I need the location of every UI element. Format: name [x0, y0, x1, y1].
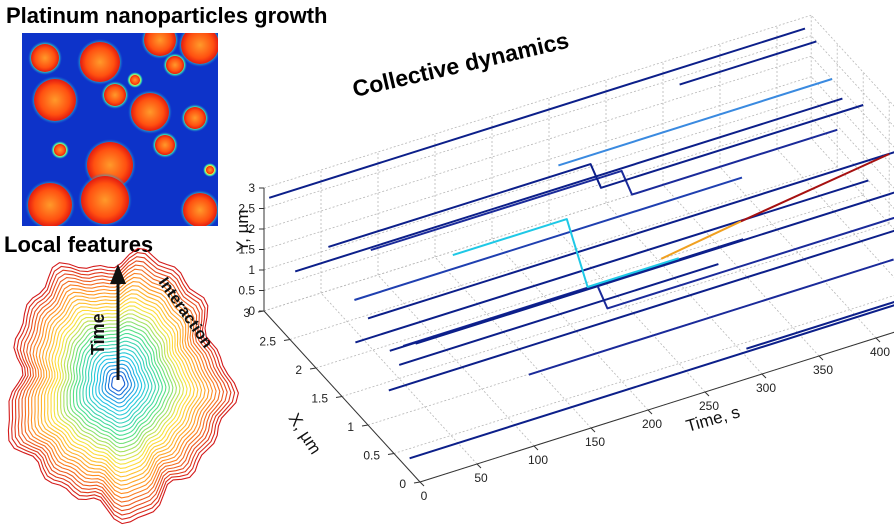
z-tick-label: 0 — [248, 304, 255, 318]
chart-series — [268, 27, 894, 460]
y-axis-label: X, µm — [285, 410, 325, 458]
z-tick-label: 2 — [248, 222, 255, 236]
trajectory-line-6 — [294, 97, 843, 273]
time-arrow — [110, 264, 126, 380]
z-tick-label: 0.5 — [238, 284, 255, 298]
z-tick-label: 3 — [248, 181, 255, 195]
trajectory-line-19 — [746, 301, 894, 350]
z-tick-label: 1.5 — [238, 243, 255, 257]
trajectory-line-17 — [660, 220, 742, 260]
x-tick-label: 150 — [585, 435, 605, 449]
x-tick-label: 200 — [642, 417, 662, 431]
x-tick-label: 100 — [528, 453, 548, 467]
time-arrow-label: Time — [88, 313, 108, 355]
trajectory-line-16 — [558, 78, 833, 167]
z-axis-label: Y, µm — [233, 209, 252, 252]
trajectory-chart: 05010015020025030035040045000.511.522.53… — [238, 14, 894, 503]
trajectory-line-9 — [328, 104, 864, 248]
trajectory-line-14 — [528, 258, 894, 376]
x-tick-label: 400 — [870, 345, 890, 359]
trajectory-line-7 — [268, 27, 806, 199]
trajectory-line-8 — [370, 128, 838, 252]
main-title: Platinum nanoparticles growth — [6, 3, 328, 28]
y-tick-label: 2.5 — [259, 335, 276, 349]
y-tick-label: 0.5 — [363, 449, 380, 463]
x-tick-label: 300 — [756, 381, 776, 395]
trajectory-line-10 — [354, 176, 743, 301]
trajectory-line-20 — [679, 40, 817, 86]
trajectory-line-2 — [388, 229, 894, 392]
trajectory-line-18 — [740, 153, 890, 223]
growth-contour-plot — [7, 247, 239, 525]
y-tick-label: 2 — [295, 363, 302, 377]
trajectory-line-3 — [367, 151, 894, 320]
trajectory-line-15 — [452, 218, 680, 288]
x-tick-label: 0 — [421, 489, 428, 503]
y-tick-label: 3 — [243, 306, 250, 320]
y-tick-label: 1 — [347, 420, 354, 434]
arrow-head-icon — [110, 264, 126, 284]
nanoparticle-image — [22, 33, 218, 226]
trajectory-line-1 — [409, 304, 894, 460]
z-tick-label: 2.5 — [238, 202, 255, 216]
trajectory-line-12 — [389, 238, 744, 352]
trajectory-line-5 — [355, 179, 869, 344]
y-tick-label: 1.5 — [311, 392, 328, 406]
x-tick-label: 350 — [813, 363, 833, 377]
local-features-title: Local features — [4, 232, 154, 257]
y-tick-label: 0 — [399, 477, 406, 491]
x-tick-label: 250 — [699, 399, 719, 413]
z-tick-label: 1 — [248, 263, 255, 277]
chart-ticks: 05010015020025030035040045000.511.522.53… — [238, 181, 890, 503]
x-tick-label: 50 — [474, 471, 488, 485]
trajectory-line-13 — [398, 263, 719, 366]
